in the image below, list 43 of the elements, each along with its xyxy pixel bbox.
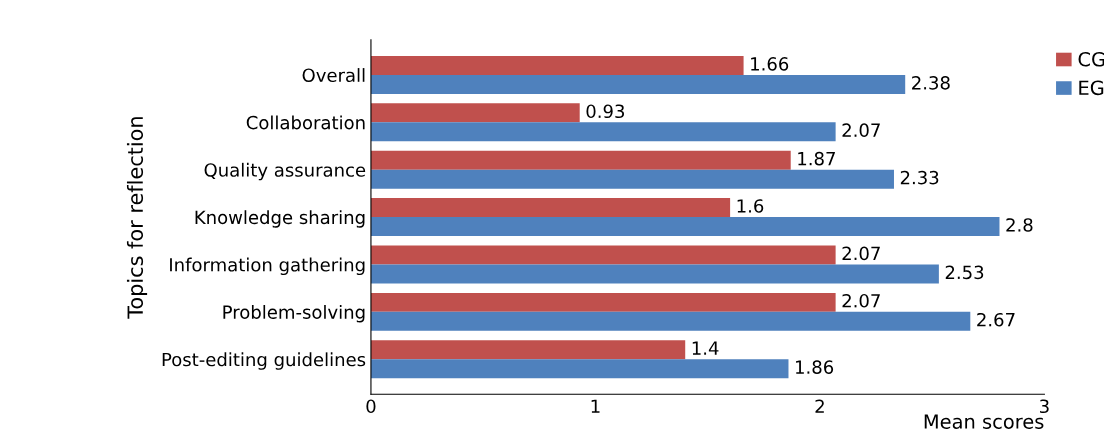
x-tick-label: 1 <box>591 399 600 413</box>
y-tick-label: Collaboration <box>246 115 365 130</box>
bar <box>370 198 731 218</box>
data-label: 2.67 <box>977 312 1015 327</box>
bar <box>370 103 580 123</box>
bar <box>370 264 939 284</box>
bar <box>370 217 1000 237</box>
bar <box>370 292 836 312</box>
data-label: 2.53 <box>945 265 984 280</box>
y-tick-label: Quality assurance <box>204 162 366 181</box>
y-tick-label: Problem-solving <box>223 304 365 323</box>
bar <box>370 55 744 75</box>
bar <box>370 311 971 331</box>
data-label: 2.07 <box>842 293 880 308</box>
y-tick-label: Information gathering <box>170 257 365 276</box>
bar <box>370 122 836 142</box>
data-label: 1.87 <box>798 151 835 166</box>
data-label: 0.93 <box>586 104 625 119</box>
x-tick-label: 2 <box>815 399 824 413</box>
x-tick-label: 0 <box>366 399 376 414</box>
y-axis-title: Topics for reflection <box>126 117 148 319</box>
bar <box>370 150 791 170</box>
bar <box>370 340 686 360</box>
data-label: 2.07 <box>842 246 880 261</box>
data-label: 2.33 <box>900 170 939 185</box>
y-tick-label: Overall <box>302 68 365 83</box>
bar <box>370 359 789 379</box>
data-label: 1.66 <box>751 57 789 71</box>
legend-label: EG <box>1079 80 1104 96</box>
x-tick-label: 3 <box>1040 399 1049 414</box>
data-label: 2.07 <box>842 123 880 138</box>
bar <box>370 74 906 94</box>
data-label: 2.8 <box>1006 218 1033 232</box>
bar <box>370 245 836 265</box>
bar <box>370 169 894 189</box>
data-label: 1.86 <box>796 360 834 374</box>
data-label: 1.4 <box>692 341 719 355</box>
data-label: 2.38 <box>912 75 950 90</box>
legend-label: CG <box>1078 51 1104 67</box>
y-tick-label: Post-editing guidelines <box>162 352 366 370</box>
y-tick-label: Knowledge sharing <box>195 210 365 228</box>
x-axis-title: Mean scores <box>924 414 1044 429</box>
data-label: 1.6 <box>737 199 764 213</box>
